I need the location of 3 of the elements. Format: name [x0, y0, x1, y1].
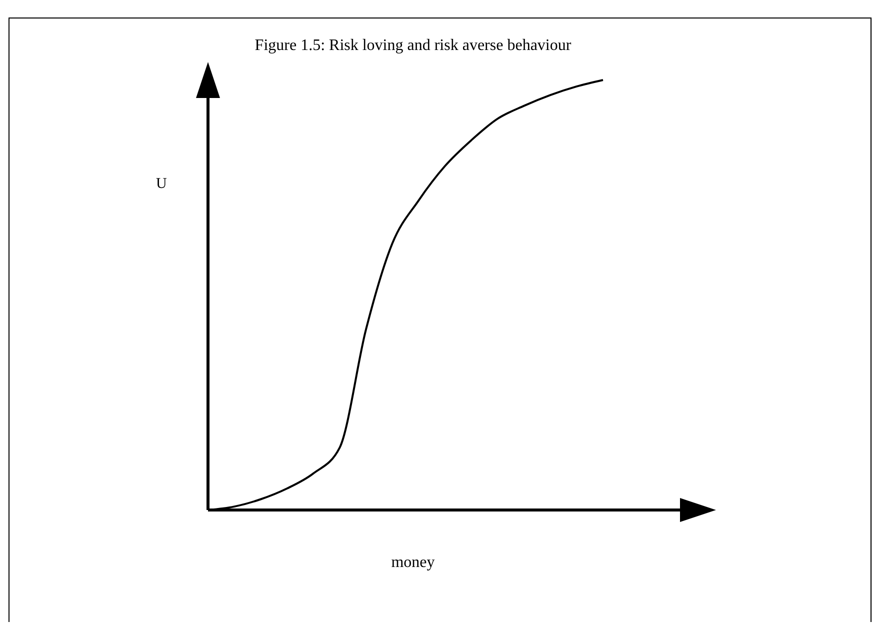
y-axis-title: U [156, 176, 167, 192]
x-axis-title: money [391, 554, 435, 571]
chart-title: Figure 1.5: Risk loving and risk averse behaviour [254, 37, 572, 54]
